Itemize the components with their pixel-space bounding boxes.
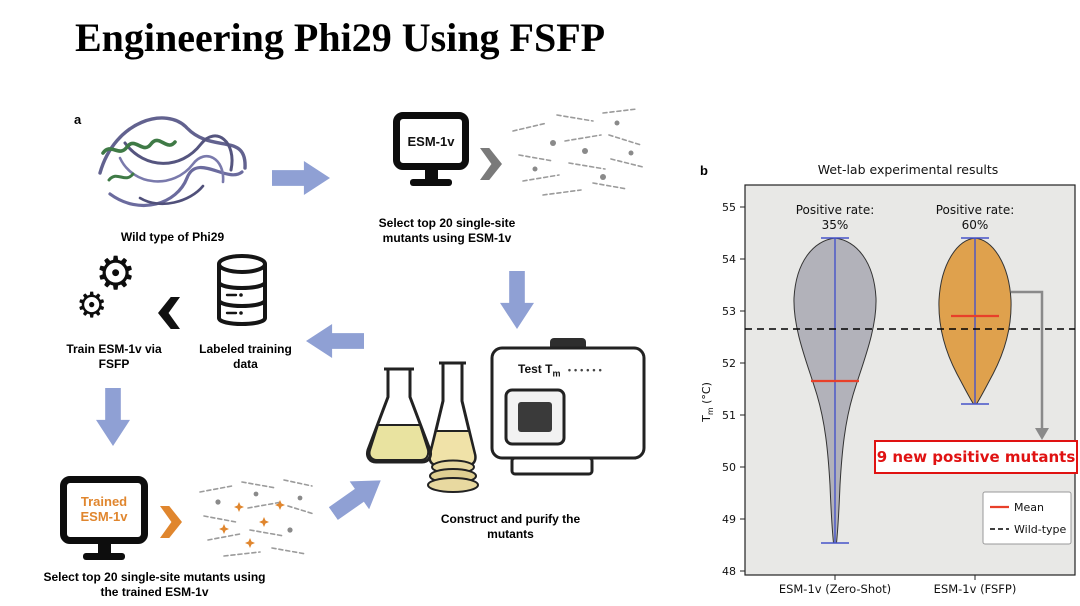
svg-text:60%: 60% — [962, 218, 989, 232]
chart-title: Wet-lab experimental results — [818, 162, 999, 177]
monitor-base — [83, 553, 125, 560]
svg-text:Positive rate:: Positive rate: — [936, 203, 1015, 217]
legend-wildtype-label: Wild-type — [1014, 523, 1067, 536]
chart-legend: Mean Wild-type — [982, 491, 1072, 545]
gear-icon-small: ⚙ — [76, 286, 108, 325]
chevron-left-icon — [158, 297, 180, 329]
svg-text:35%: 35% — [822, 218, 849, 232]
positive-rate-zero-shot: Positive rate: 35% — [796, 203, 875, 232]
svg-text:54: 54 — [722, 253, 736, 266]
page-title: Engineering Phi29 Using FSFP — [75, 15, 606, 60]
panel-b-label: b — [700, 163, 708, 178]
construct-caption: Construct and purify the mutants — [440, 512, 581, 542]
esm1v-monitor-label: ESM-1v — [393, 112, 469, 170]
svg-text:48: 48 — [722, 565, 736, 578]
legend-mean-label: Mean — [1014, 501, 1044, 514]
annotation-box: 9 new positive mutants — [874, 440, 1078, 474]
svg-text:50: 50 — [722, 461, 736, 474]
y-axis-label: Tm (°C) — [700, 382, 715, 423]
selected-mutant-star-icons — [219, 500, 285, 548]
svg-text:Positive rate:: Positive rate: — [796, 203, 875, 217]
svg-text:51: 51 — [722, 409, 736, 422]
trained-mutants-scatter-illustration — [199, 479, 315, 557]
mutants-scatter-illustration — [512, 108, 644, 196]
protein-ribbon-illustration — [98, 116, 247, 208]
x-tick-marks — [834, 575, 976, 580]
chevron-right-icon — [480, 148, 502, 180]
labeled-data-caption: Labeled training data — [199, 342, 292, 372]
positive-rate-fsfp: Positive rate: 60% — [936, 203, 1015, 232]
violin-zero-shot-range-line — [821, 237, 849, 544]
dots-decoration: •••••• — [567, 365, 605, 375]
trained-monitor-label: Trained ESM-1v — [60, 476, 148, 544]
panel-a-label: a — [74, 112, 82, 127]
chevron-right-orange-icon — [160, 506, 182, 538]
svg-text:49: 49 — [722, 513, 736, 526]
flask-liquid — [368, 424, 430, 461]
violin-fsfp-range-line — [961, 237, 989, 405]
trained-monitor-icon: Trained ESM-1v — [60, 476, 148, 560]
flasks-illustration — [366, 361, 479, 493]
train-fsfp-caption: Train ESM-1v via FSFP — [66, 342, 162, 372]
monitor-base — [410, 179, 452, 186]
x-label-zero-shot: ESM-1v (Zero-Shot) — [779, 582, 891, 596]
flow-arrow-left-icon — [306, 324, 364, 358]
database-icon — [217, 254, 267, 326]
select-trained-caption: Select top 20 single-site mutants using … — [43, 570, 266, 600]
wetlab-violin-chart: Wet-lab experimental results 55 54 53 52… — [700, 162, 1078, 596]
svg-text:55: 55 — [722, 201, 736, 214]
x-label-fsfp: ESM-1v (FSFP) — [934, 582, 1017, 596]
test-tm-label: Test Tm •••••• — [518, 362, 605, 379]
flow-arrow-down-icon — [500, 271, 534, 329]
svg-text:52: 52 — [722, 357, 736, 370]
y-tick-marks — [740, 206, 745, 572]
y-tick-labels: 55 54 53 52 51 50 49 48 — [722, 201, 736, 578]
petri-dish-icons — [427, 459, 479, 493]
annotation-text: 9 new positive mutants — [877, 448, 1076, 466]
select-esm1v-caption: Select top 20 single-site mutants using … — [378, 216, 516, 246]
svg-text:53: 53 — [722, 305, 736, 318]
tm-test-machine-illustration — [490, 338, 646, 476]
monitor-stand — [97, 544, 111, 553]
monitor-stand — [424, 170, 438, 179]
wild-type-caption: Wild type of Phi29 — [120, 230, 225, 244]
flow-arrow-right-icon — [272, 161, 330, 195]
annotation-arrow-icon — [1011, 290, 1049, 440]
flow-arrow-down-icon-2 — [96, 388, 130, 446]
esm1v-monitor-icon: ESM-1v — [393, 112, 469, 186]
gear-icon: ⚙ — [95, 247, 137, 299]
